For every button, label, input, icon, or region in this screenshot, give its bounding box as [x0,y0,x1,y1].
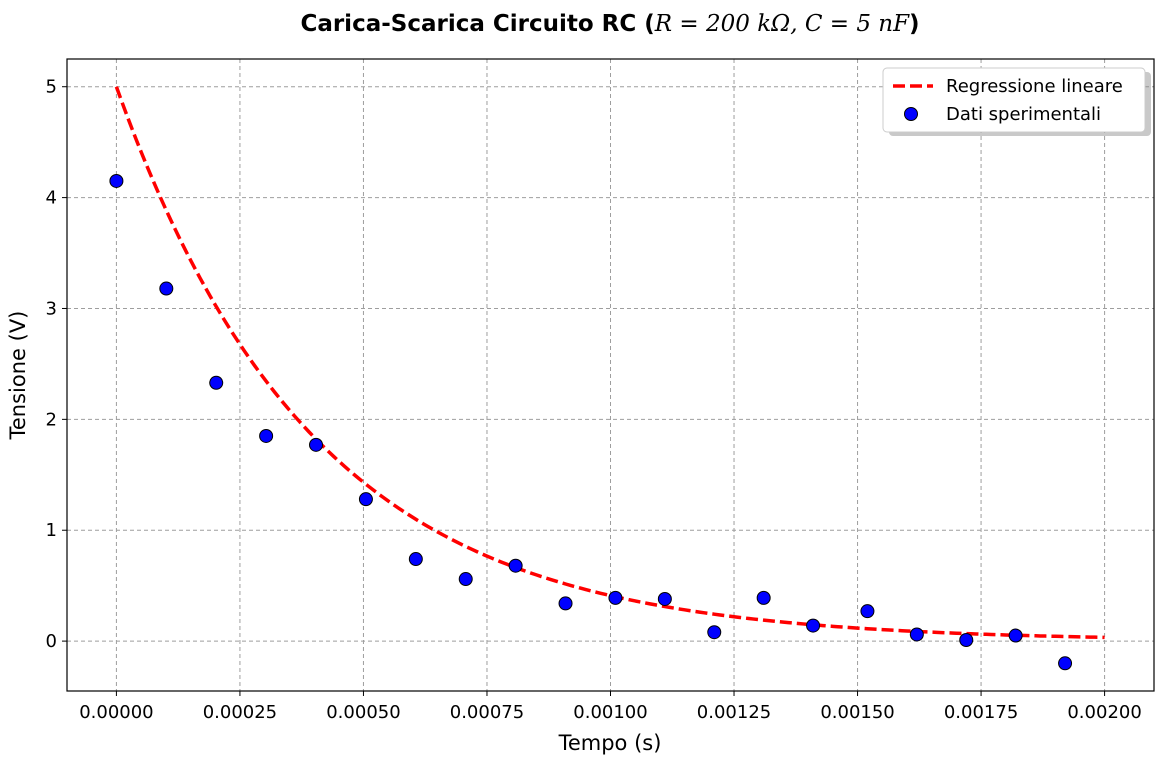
x-tick-label: 0.00175 [944,702,1018,723]
legend-box [882,67,1146,133]
x-tick-label: 0.00150 [820,702,894,723]
data-point [860,604,875,619]
data-point [508,558,523,573]
data-point [209,375,224,390]
data-point [558,596,573,611]
x-tick-label: 0.00050 [326,702,400,723]
data-point [358,492,373,507]
regression-line [114,86,1105,640]
x-tick-label: 0.00000 [79,702,153,723]
data-point [458,572,473,587]
y-axis-ticks: 0 1 2 3 4 5 [46,77,67,652]
x-tick-label: 0.00125 [697,702,771,723]
y-tick-label: 0 [46,631,57,652]
data-point [707,625,722,640]
legend: Regressione lineare Dati sperimentali [882,67,1151,136]
x-tick-label: 0.00100 [573,702,647,723]
data-point [909,627,924,642]
data-point [657,591,672,606]
y-tick-label: 5 [46,77,57,98]
legend-label-regression: Regressione lineare [946,76,1123,97]
data-point [408,552,423,567]
legend-marker-swatch [904,107,918,121]
x-axis-label: Tempo (s) [558,731,662,755]
legend-label-data: Dati sperimentali [946,104,1101,125]
x-axis-ticks: 0.00000 0.00025 0.00050 0.00075 0.00100 0.001… [79,691,1142,723]
y-axis-label: Tensione (V) [6,311,30,441]
data-point [159,281,174,296]
y-tick-label: 2 [46,409,57,430]
data-point [608,590,623,605]
y-tick-label: 1 [46,520,57,541]
data-point [756,590,771,605]
y-tick-label: 4 [46,188,57,209]
x-tick-label: 0.00075 [450,702,524,723]
data-point [806,618,821,633]
data-point [1008,628,1023,643]
x-tick-label: 0.00025 [203,702,277,723]
data-point [259,428,274,443]
x-tick-label: 0.00200 [1067,702,1141,723]
chart-title: Carica-Scarica Circuito RC (R = 200 kΩ, … [300,11,919,37]
series-layer [109,86,1105,671]
data-point [109,173,124,188]
data-point [309,437,324,452]
data-point [1058,656,1073,671]
data-point [959,632,974,647]
y-tick-label: 3 [46,298,57,319]
